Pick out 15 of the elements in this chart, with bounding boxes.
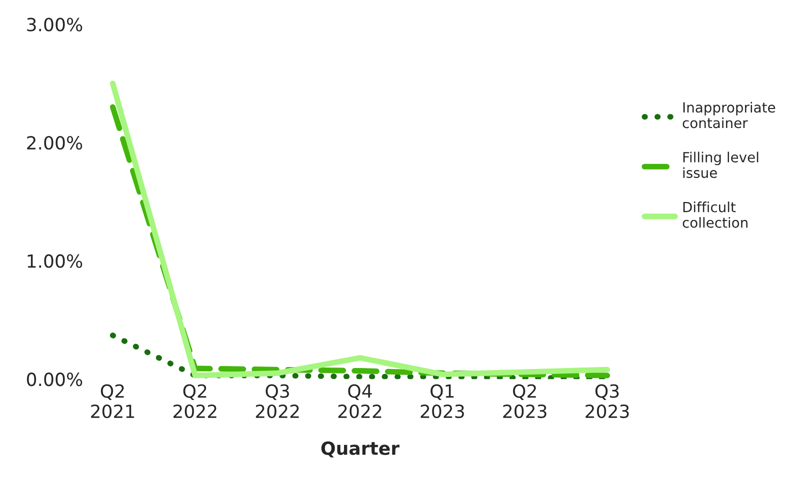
y-tick-label: 2.00% — [27, 136, 82, 150]
x-tick-label: Q1 2023 — [420, 384, 464, 418]
x-tick-label: Q3 2022 — [256, 384, 299, 418]
x-tick-label: Q3 2023 — [586, 384, 629, 418]
y-tick-label: 0.00% — [26, 372, 82, 386]
y-tick-label: 3.00% — [27, 18, 82, 32]
x-axis-title: Quarter — [321, 441, 400, 458]
x-tick-label: Q2 2023 — [503, 384, 546, 418]
y-tick-label: 1.00% — [28, 254, 82, 268]
x-tick-label: Q2 2022 — [174, 384, 216, 418]
x-tick-label: Q2 2021 — [91, 384, 134, 418]
legend-label: Difficult collection — [682, 202, 748, 228]
x-tick-label: Q4 2022 — [338, 384, 382, 418]
legend-label: Filling level issue — [683, 152, 758, 178]
legend-label: Inappropriate container — [682, 102, 776, 128]
